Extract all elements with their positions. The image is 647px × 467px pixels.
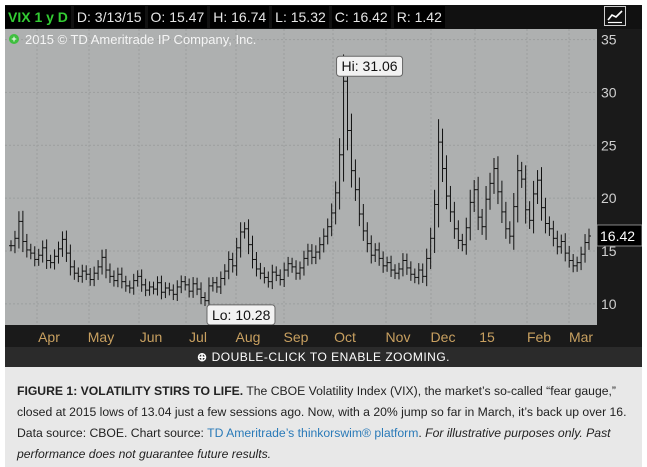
lo-label-box bbox=[206, 304, 276, 326]
x-tick-label: Nov bbox=[386, 329, 411, 345]
zoom-hint-label: DOUBLE-CLICK TO ENABLE ZOOMING. bbox=[211, 350, 450, 364]
y-tick-label: 20 bbox=[601, 190, 617, 206]
x-tick-label: Jul bbox=[189, 329, 207, 345]
y-tick-label: 25 bbox=[601, 137, 617, 153]
y-axis: 10 15 20 25 30 35 16.42 bbox=[596, 29, 643, 325]
x-tick-label: Mar bbox=[569, 329, 593, 345]
caption-disclaimer: For illustrative purposes only. Past per… bbox=[17, 426, 611, 461]
y-tick-label: 15 bbox=[601, 243, 617, 259]
y-tick-label: 30 bbox=[601, 84, 617, 100]
x-axis-labels: Apr May Jun Jul Aug Sep Oct Nov Dec 15 Feb Mar bbox=[38, 329, 593, 345]
last-price-label: 16.42 bbox=[600, 228, 635, 244]
price-plot-area[interactable]: Hi: 31.06 Lo: 10.28 + 2015 © TD Ameritrad… bbox=[5, 29, 597, 326]
y-axis-labels: 10 15 20 25 30 35 16.42 bbox=[596, 32, 643, 312]
zoom-hint-bar[interactable]: ⊕ DOUBLE-CLICK TO ENABLE ZOOMING. bbox=[5, 347, 642, 367]
x-tick-label: Jun bbox=[140, 329, 163, 345]
date-readout: D: 3/13/15 bbox=[73, 6, 145, 28]
x-axis: Apr May Jun Jul Aug Sep Oct Nov Dec 15 Feb Mar bbox=[5, 325, 642, 347]
open-readout: O: 15.47 bbox=[147, 6, 208, 28]
x-tick-label: May bbox=[88, 329, 114, 345]
x-tick-label: Feb bbox=[527, 329, 551, 345]
hi-label: Hi: 31.06 bbox=[342, 58, 398, 74]
x-tick-label: Aug bbox=[236, 329, 261, 345]
x-tick-label: Dec bbox=[431, 329, 456, 345]
chart-bars bbox=[9, 54, 591, 310]
chart-style-icon-glyph bbox=[607, 10, 623, 24]
hi-label-box bbox=[336, 55, 404, 77]
high-readout: H: 16.74 bbox=[210, 6, 270, 28]
low-readout: L: 15.32 bbox=[272, 6, 329, 28]
chart-header: VIX 1 y D D: 3/13/15 O: 15.47 H: 16.74 L… bbox=[5, 5, 642, 29]
chart-style-icon[interactable] bbox=[604, 6, 626, 26]
x-tick-label: 15 bbox=[479, 329, 495, 345]
symbol-label[interactable]: VIX 1 y D bbox=[5, 6, 71, 28]
close-readout: C: 16.42 bbox=[331, 6, 391, 28]
price-chart: Hi: 31.06 Lo: 10.28 + 2015 © TD Ameritrad… bbox=[5, 29, 597, 326]
chart-frame: VIX 1 y D D: 3/13/15 O: 15.47 H: 16.74 L… bbox=[5, 5, 643, 367]
x-tick-label: Apr bbox=[38, 329, 60, 345]
y-tick-label: 35 bbox=[601, 32, 617, 48]
lo-label: Lo: 10.28 bbox=[212, 307, 271, 323]
y-tick-label: 10 bbox=[601, 296, 617, 312]
caption-post-link: . bbox=[418, 426, 426, 440]
x-tick-label: Oct bbox=[334, 329, 356, 345]
plus-icon-glyph: + bbox=[11, 34, 16, 44]
x-tick-label: Sep bbox=[284, 329, 309, 345]
chart-grid bbox=[5, 29, 597, 325]
plus-icon[interactable] bbox=[9, 34, 19, 44]
caption-title: FIGURE 1: VOLATILITY STIRS TO LIFE. bbox=[17, 384, 244, 398]
copyright-watermark: 2015 © TD Ameritrade IP Company, Inc. bbox=[25, 32, 256, 47]
zoom-in-icon: ⊕ bbox=[197, 350, 208, 364]
range-readout: R: 1.42 bbox=[393, 6, 445, 28]
caption-source-link[interactable]: TD Ameritrade’s thinkorswim® platform bbox=[207, 426, 419, 440]
figure-caption: FIGURE 1: VOLATILITY STIRS TO LIFE. The … bbox=[5, 367, 642, 467]
chart-annotations: Hi: 31.06 Lo: 10.28 bbox=[206, 55, 404, 326]
caption-body: The CBOE Volatility Index (VIX), the mar… bbox=[17, 384, 627, 440]
